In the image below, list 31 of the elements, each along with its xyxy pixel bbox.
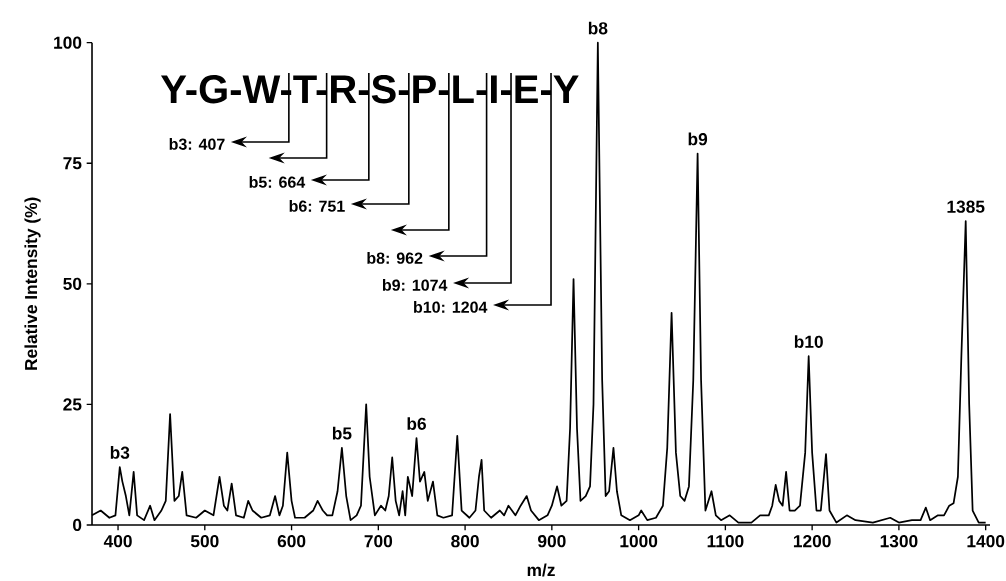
- x-tick-label: 700: [364, 535, 393, 548]
- x-tick-label: 1300: [880, 535, 918, 548]
- y-tick-label: 25: [63, 398, 82, 411]
- x-tick-label: 500: [190, 535, 219, 548]
- annotation: b8: [588, 21, 608, 35]
- annotation: b10: [794, 335, 823, 348]
- y-tick-label: 50: [63, 277, 82, 290]
- y-tick-label: 75: [63, 157, 82, 170]
- annotation: b8: 962: [367, 252, 423, 264]
- annotation: b6: [407, 417, 426, 430]
- annotation: b5: 664: [249, 176, 306, 188]
- x-axis-title: m/z: [527, 563, 555, 577]
- x-tick-label: 800: [451, 535, 479, 548]
- annotation: 1385: [947, 200, 985, 213]
- annotation: b5: [332, 426, 352, 440]
- x-tick-label: 400: [103, 535, 132, 548]
- annotation: b9: [688, 132, 708, 146]
- y-tick-label: 0: [73, 518, 82, 532]
- x-tick-label: 1100: [707, 535, 744, 548]
- annotation: b6: 751: [289, 200, 345, 212]
- annotation: b10: 1204: [414, 301, 488, 313]
- y-axis-title: Relative Intensity (%): [24, 197, 41, 370]
- annotation: b3: [110, 446, 130, 459]
- x-tick-label: 600: [277, 535, 306, 548]
- annotation: b9: 1074: [382, 279, 448, 291]
- x-tick-label: 1400: [967, 535, 1005, 548]
- annotation: b3: 407: [169, 138, 225, 150]
- x-tick-label: 900: [538, 535, 566, 548]
- y-tick-label: 100: [54, 36, 82, 49]
- x-tick-label: 1200: [793, 535, 831, 548]
- x-tick-label: 1000: [620, 535, 658, 548]
